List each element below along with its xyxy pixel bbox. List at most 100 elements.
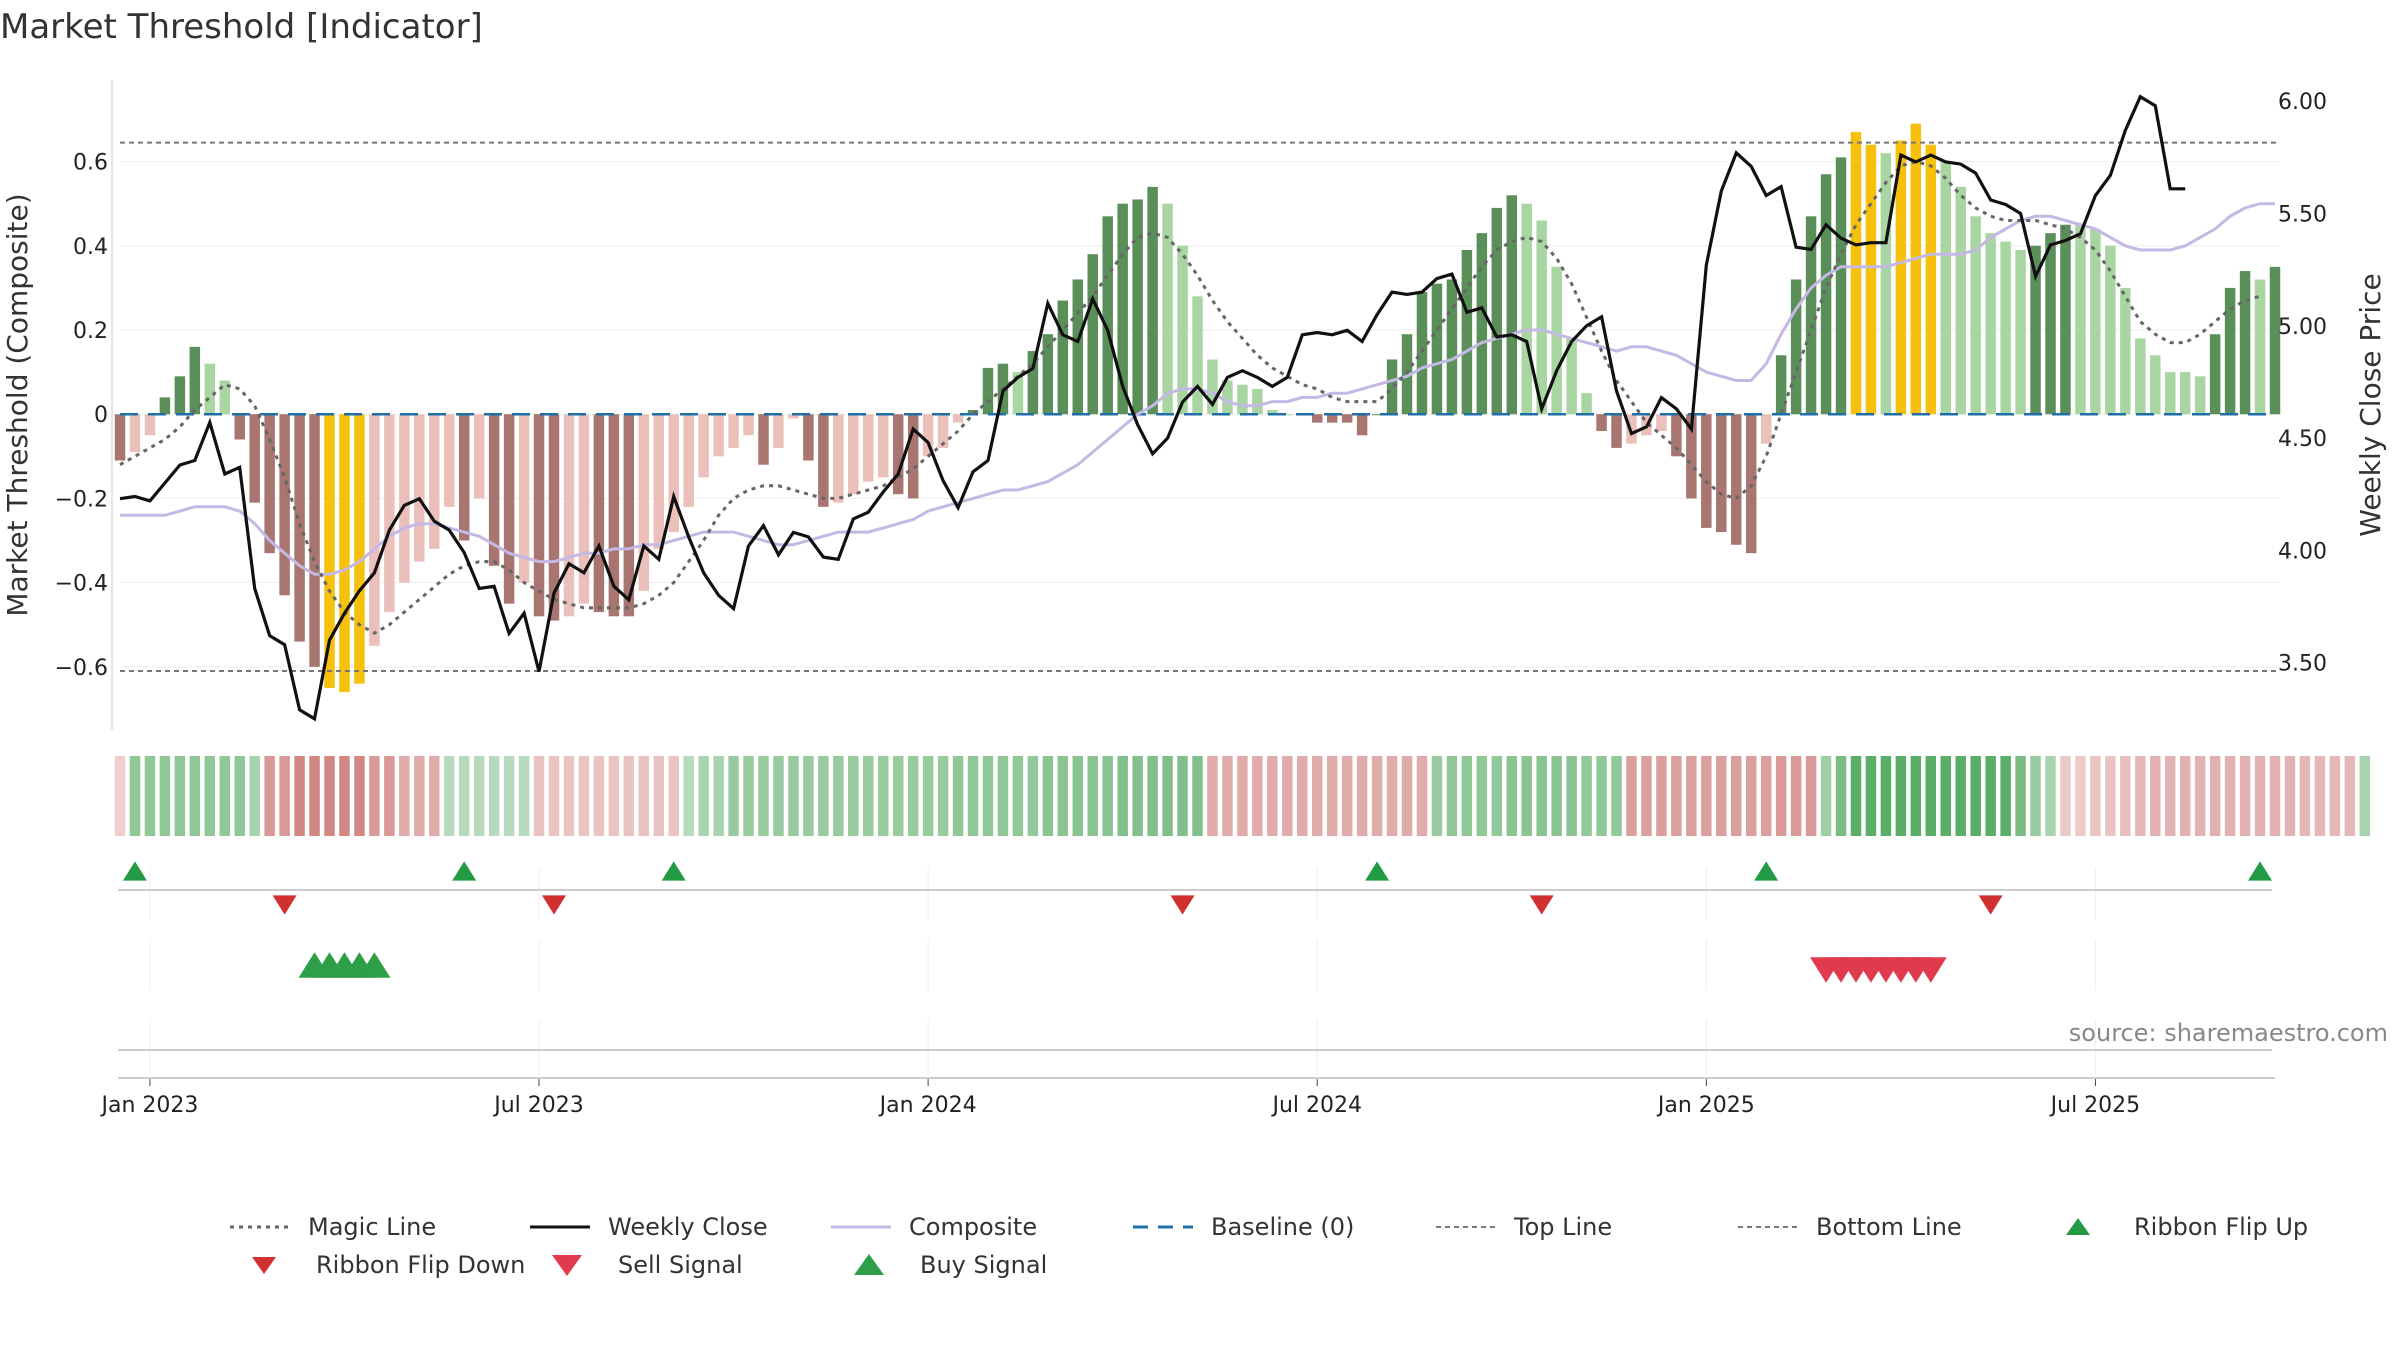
ribbon-cell (2314, 756, 2326, 836)
composite-bar (324, 414, 335, 688)
ribbon-cell (2299, 756, 2311, 836)
ribbon-cell (1326, 756, 1338, 836)
ribbon-cell (1282, 756, 1293, 836)
composite-bar (2150, 355, 2161, 415)
composite-bar (1506, 195, 1518, 415)
ribbon-cell (1177, 756, 1188, 836)
composite-bar (848, 414, 859, 495)
ribbon-cell (144, 756, 156, 836)
ribbon-flip-up-marker (2248, 861, 2273, 881)
ribbon-cell (848, 756, 859, 836)
ribbon-cell (488, 756, 500, 836)
ribbon-cell (2254, 756, 2266, 836)
composite-bar (2090, 228, 2101, 415)
ribbon-cell (653, 756, 664, 836)
ribbon-flip-up-marker (452, 861, 477, 881)
composite-bar (443, 414, 455, 507)
legend-label: Bottom Line (1816, 1213, 1962, 1241)
ribbon-cell (1656, 756, 1667, 836)
ribbon-cell (683, 756, 694, 836)
composite-bar (2060, 224, 2071, 415)
ribbon-cell (668, 756, 679, 836)
composite-bar (174, 376, 186, 415)
ribbon-cell (129, 756, 141, 836)
ribbon-cell (2344, 756, 2356, 836)
legend-swatch (252, 1257, 276, 1274)
ribbon-cell (1581, 756, 1592, 836)
x-tick-label: Jan 2025 (1656, 1093, 1755, 1118)
legend-swatch (2066, 1218, 2090, 1235)
composite-bar (608, 414, 620, 617)
ribbon-cell (2000, 756, 2011, 836)
composite-bar (1222, 380, 1233, 415)
legend-label: Ribbon Flip Down (316, 1251, 525, 1279)
composite-bar (788, 414, 799, 419)
ribbon-cell (518, 756, 530, 836)
composite-bar (1985, 233, 1996, 415)
ribbon-cell (1297, 756, 1308, 836)
signal-markers (122, 861, 2273, 983)
composite-bar (2045, 233, 2056, 415)
ribbon-cell (1491, 756, 1503, 836)
composite-bar (1955, 186, 1966, 415)
y2-tick-label: 3.50 (2278, 652, 2327, 677)
composite-bar (518, 414, 530, 583)
y-tick-label: −0.4 (55, 572, 108, 597)
y2-tick-label: 6.00 (2278, 90, 2327, 115)
y-tick-label: −0.2 (55, 487, 108, 512)
ribbon-cell (1805, 756, 1817, 836)
composite-bar (1386, 359, 1398, 415)
composite-bar (1117, 203, 1128, 415)
ribbon-cell (2015, 756, 2026, 836)
ribbon-cell (1222, 756, 1233, 836)
legend-label: Buy Signal (920, 1251, 1047, 1279)
ribbon-cell (309, 756, 320, 836)
composite-bar (833, 414, 844, 503)
composite-bar (1910, 123, 1922, 415)
composite-bar (1940, 161, 1952, 415)
composite-bar (204, 363, 216, 415)
legend-item-baseline: Baseline (0) (1133, 1213, 1354, 1241)
composite-bar (1970, 216, 1981, 415)
ribbon-cell (1985, 756, 1996, 836)
chart-title: Market Threshold [Indicator] (0, 7, 483, 47)
composite-bar (1716, 414, 1727, 533)
ribbon-cell (1237, 756, 1248, 836)
legend-item-top: Top Line (1436, 1213, 1612, 1241)
ribbon-cell (1431, 756, 1443, 836)
composite-bar (1925, 144, 1937, 415)
composite-bar (1252, 388, 1263, 415)
ribbon-cell (473, 756, 485, 836)
composite-bar (159, 397, 171, 415)
ribbon-cell (1611, 756, 1622, 836)
ribbon-cell (354, 756, 365, 836)
composite-bar (533, 414, 545, 617)
composite-bar (488, 414, 500, 566)
composite-bar (503, 414, 515, 604)
ribbon-cell (2269, 756, 2281, 836)
composite-bar (414, 414, 425, 562)
ribbon-cell (1955, 756, 1966, 836)
y-tick-label: 0.2 (73, 319, 108, 344)
ribbon-cell (384, 756, 395, 836)
ribbon-cell (548, 756, 560, 836)
ribbon-strip (114, 756, 2371, 836)
composite-bar (2194, 376, 2206, 415)
ribbon-cell (2359, 756, 2371, 836)
ribbon-cell (578, 756, 590, 836)
legend-label: Composite (909, 1213, 1037, 1241)
composite-bar (1192, 296, 1203, 415)
legend-item-bottom: Bottom Line (1738, 1213, 1962, 1241)
composite-bar (1311, 414, 1323, 423)
y-tick-label: −0.6 (55, 656, 108, 681)
composite-bar (1087, 254, 1098, 415)
composite-bar (863, 414, 874, 482)
ribbon-cell (1686, 756, 1697, 836)
ribbon-cell (1701, 756, 1712, 836)
ribbon-cell (818, 756, 829, 836)
ribbon-cell (204, 756, 216, 836)
ribbon-cell (698, 756, 709, 836)
ribbon-cell (623, 756, 635, 836)
composite-bar (1461, 250, 1473, 415)
